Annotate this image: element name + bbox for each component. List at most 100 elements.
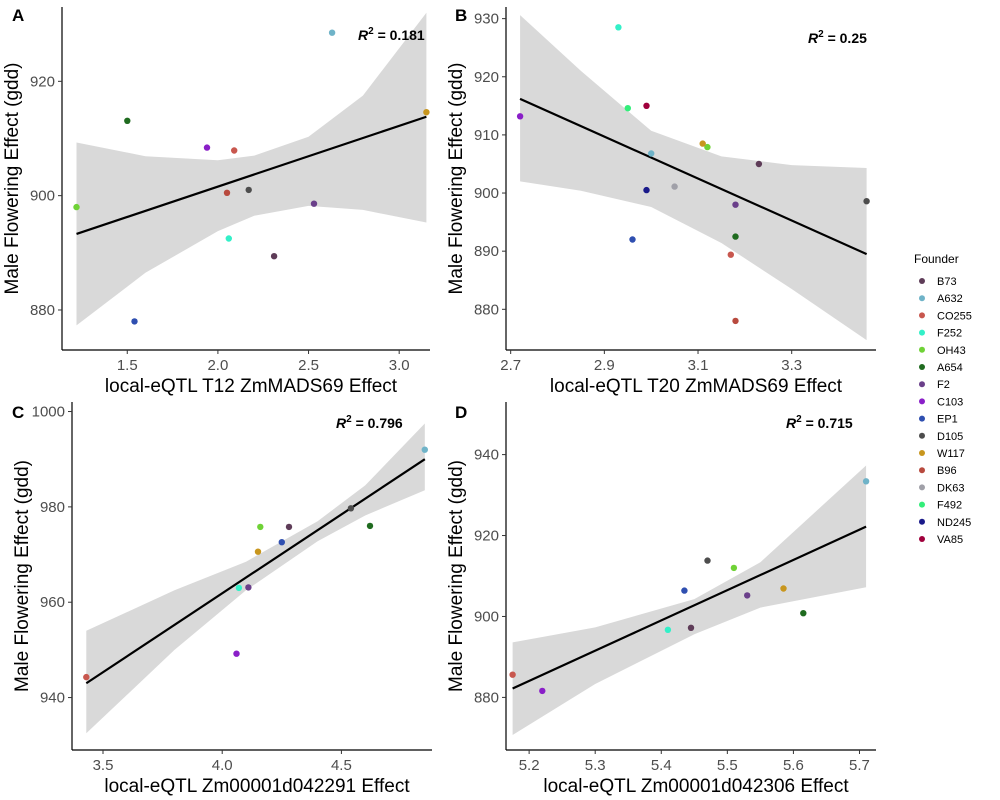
legend-marker-w117 (919, 450, 925, 456)
legend-marker-f252 (919, 329, 925, 336)
data-point-a632 (421, 446, 428, 453)
y-tick-label: 880 (474, 689, 499, 706)
data-point-f2 (732, 201, 739, 208)
legend-marker-co255 (919, 312, 925, 319)
y-tick-label: 900 (474, 185, 499, 202)
y-tick-label: 920 (30, 73, 55, 90)
x-tick-label: 1.5 (117, 357, 138, 374)
data-point-c103 (539, 687, 546, 695)
legend-label-nd245: ND245 (937, 517, 971, 529)
panel-letter: B (455, 6, 467, 25)
panel-b: 2.7 2.9 3.1 3.3 880 890 900 910 920 930 local-eQTL… (446, 6, 876, 397)
y-tick-label: 900 (30, 188, 55, 205)
data-point-oh43 (730, 564, 738, 572)
y-axis-title: Male Flowering Effect (gdd) (12, 460, 33, 692)
data-point-b73 (270, 253, 278, 260)
data-point-a654 (732, 233, 739, 240)
r-squared-label: R2 = 0.181 (358, 26, 425, 43)
legend-marker-oh43 (919, 346, 925, 353)
y-tick-label: 910 (474, 127, 499, 144)
x-tick-label: 3.5 (93, 757, 114, 774)
x-tick-label: 5.3 (585, 757, 606, 774)
y-tick-label: 1000 (32, 404, 65, 421)
regression-line (512, 525, 867, 690)
data-point-a654 (800, 610, 807, 617)
legend-marker-nd245 (919, 518, 925, 525)
regression-line (85, 458, 426, 685)
x-tick-label: 2.9 (594, 357, 615, 374)
data-point-a654 (366, 522, 374, 530)
y-tick-label: 920 (474, 69, 499, 86)
confidence-band (76, 12, 427, 326)
panel-d: 5.2 5.3 5.4 5.5 5.6 5.7 880 900 920 940 local-eQTL… (446, 402, 876, 797)
data-point-b73 (285, 523, 293, 531)
x-tick-label: 2.7 (500, 357, 521, 374)
data-point-oh43 (704, 143, 711, 151)
data-point-f252 (225, 235, 232, 242)
legend-title: Founder (914, 252, 959, 266)
data-point-b96 (732, 317, 739, 325)
legend-marker-c103 (919, 398, 925, 405)
legend-marker-d105 (919, 432, 925, 439)
x-tick-label: 2.0 (207, 357, 228, 374)
x-tick-label: 2.5 (298, 357, 319, 374)
y-tick-label: 900 (474, 608, 499, 625)
r-squared-label: R2 = 0.715 (786, 414, 853, 431)
y-tick-label: 960 (40, 594, 65, 611)
data-point-ep1 (681, 587, 688, 594)
y-tick-label: 890 (474, 243, 499, 260)
legend-marker-a632 (919, 295, 925, 302)
r-squared-label: R2 = 0.25 (808, 29, 867, 46)
panel-a: 1.5 2.0 2.5 3.0 880 900 920 local-eQTL T12 ZmMA… (2, 6, 430, 397)
regression-line (76, 115, 427, 235)
data-point-ep1 (131, 318, 138, 325)
data-point-f492 (624, 105, 631, 112)
data-point-w117 (699, 140, 706, 147)
x-tick-label: 5.2 (519, 757, 540, 774)
data-point-nd245 (643, 186, 650, 194)
y-axis-title: Male Flowering Effect (gdd) (2, 63, 23, 295)
x-tick-label: 3.1 (688, 357, 709, 374)
x-tick-label: 5.6 (783, 757, 804, 774)
legend-marker-f2 (919, 381, 925, 388)
data-point-co255 (83, 673, 90, 681)
data-point-w117 (780, 585, 787, 592)
x-tick-label: 5.7 (849, 757, 870, 774)
legend-marker-a654 (919, 364, 925, 370)
data-point-ep1 (278, 539, 285, 546)
y-tick-label: 980 (40, 499, 65, 516)
panel-letter: D (455, 403, 467, 422)
data-point-co255 (727, 251, 734, 258)
y-axis-title: Male Flowering Effect (gdd) (446, 460, 467, 692)
legend-label-f2: F2 (937, 379, 950, 391)
data-point-ep1 (629, 236, 636, 243)
data-point-a632 (648, 150, 655, 157)
x-tick-label: 3.3 (781, 357, 802, 374)
data-point-w117 (423, 109, 430, 116)
data-point-a632 (328, 29, 336, 36)
y-tick-label: 940 (474, 447, 499, 464)
data-point-c103 (516, 113, 524, 120)
x-tick-label: 5.5 (717, 757, 738, 774)
legend-label-f492: F492 (937, 500, 962, 512)
panel-c: 3.5 4.0 4.5 940 960 980 1000 local-eQTL Zm00001… (12, 402, 432, 797)
legend-label-a654: A654 (937, 362, 963, 374)
legend-label-w117: W117 (937, 448, 965, 460)
data-point-b73 (755, 160, 763, 168)
legend-label-b96: B96 (937, 465, 957, 477)
x-axis-title: local-eQTL T12 ZmMADS69 Effect (105, 376, 398, 397)
legend-label-f252: F252 (937, 328, 962, 340)
data-point-c103 (233, 650, 240, 657)
legend-marker-va85 (919, 536, 925, 542)
data-point-oh43 (257, 523, 264, 531)
data-point-f252 (615, 24, 622, 31)
data-point-c103 (203, 144, 211, 151)
data-point-a632 (862, 478, 870, 485)
legend-label-va85: VA85 (937, 534, 963, 546)
x-axis-title: local-eQTL T20 ZmMADS69 Effect (550, 376, 843, 397)
data-point-f2 (744, 592, 751, 599)
x-axis-title: local-eQTL Zm00001d042306 Effect (543, 776, 849, 797)
y-axis-title: Male Flowering Effect (gdd) (446, 63, 467, 295)
x-tick-label: 3.0 (389, 357, 410, 374)
x-tick-label: 5.4 (651, 757, 672, 774)
